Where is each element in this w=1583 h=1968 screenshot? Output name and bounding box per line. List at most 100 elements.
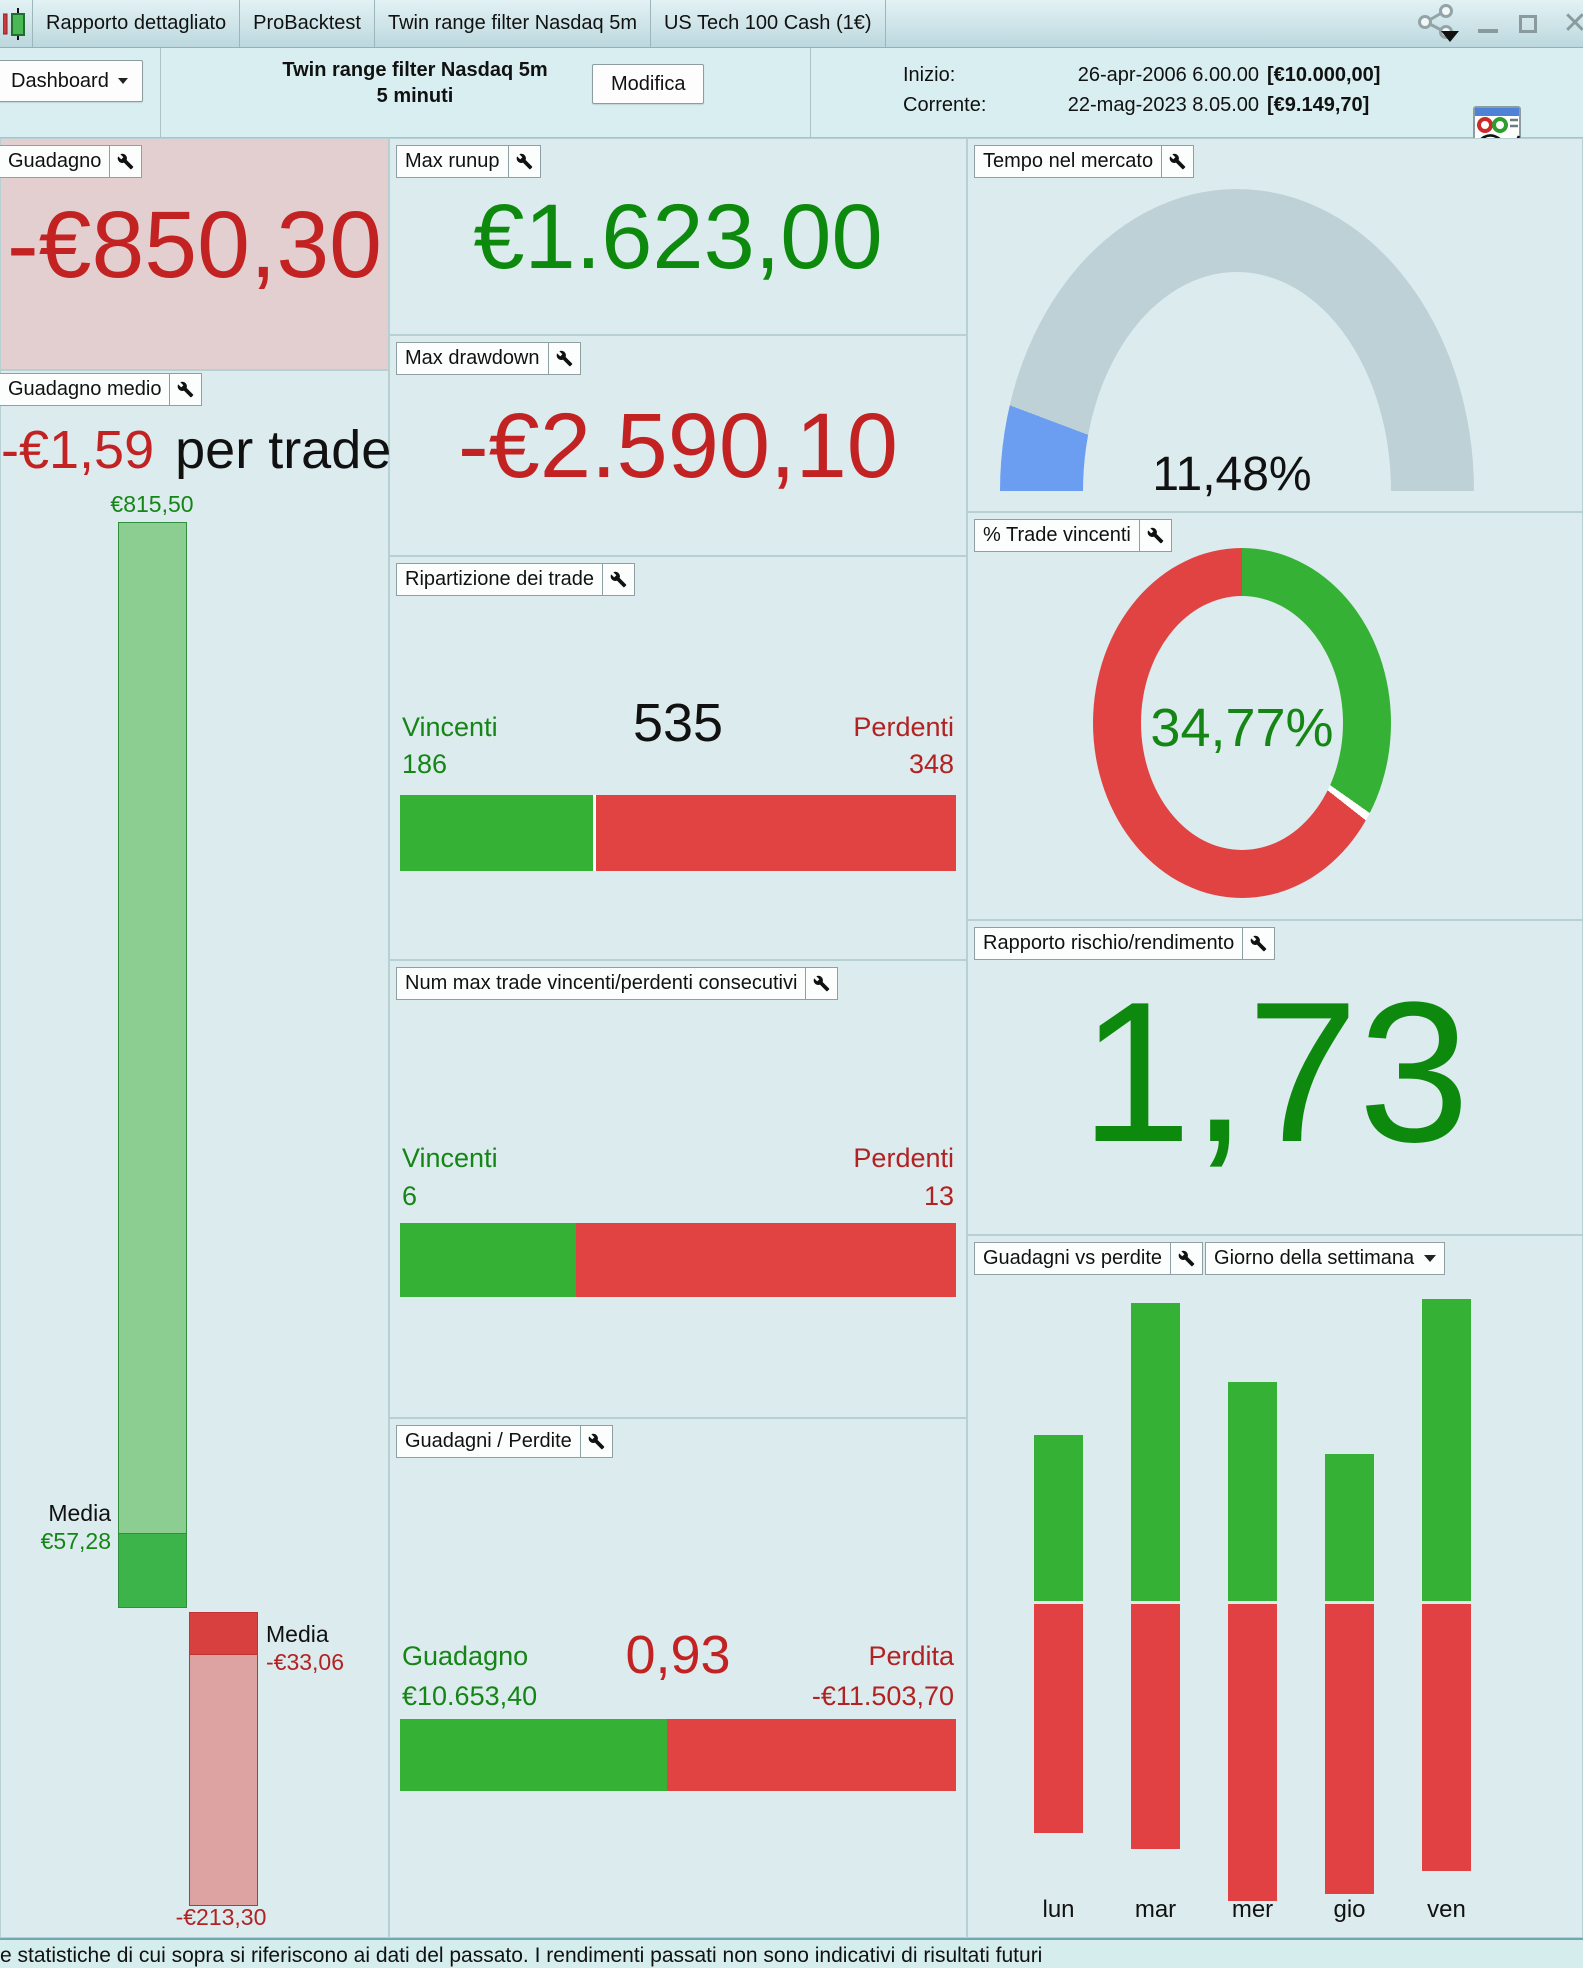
corrente-capital: [€9.149,70] xyxy=(1267,94,1370,116)
wrench-icon[interactable] xyxy=(1170,1243,1202,1274)
weekday-selector-dropdown[interactable]: Giorno della settimana xyxy=(1205,1242,1446,1275)
market-time-value: 11,48% xyxy=(1152,448,1312,501)
titlebar-tab-strategy: Twin range filter Nasdaq 5m xyxy=(375,0,651,47)
mean-gain-caption: Media xyxy=(48,1500,111,1526)
gains-bar-segment xyxy=(400,1719,668,1791)
wrench-icon[interactable] xyxy=(1161,146,1193,177)
disclaimer-bar: e statistiche di cui sopra si riferiscon… xyxy=(0,1938,1583,1968)
dashboard-dropdown-arrow-icon xyxy=(117,78,128,84)
gains-label: Guadagno xyxy=(402,1641,529,1671)
panel-trade-vincenti: % Trade vincenti 34,77% xyxy=(967,512,1583,920)
candlestick-app-icon xyxy=(0,0,33,47)
inizio-datetime: 26-apr-2006 6.00.00 xyxy=(1077,64,1259,86)
toolbar-divider xyxy=(160,48,161,137)
day-gain-bar-ven xyxy=(1422,1299,1471,1601)
mean-loss-caption: Media xyxy=(266,1621,329,1647)
gain-loss-ratio: 0,93 xyxy=(625,1625,731,1685)
max-runup-title-chip: Max runup xyxy=(396,145,541,178)
strategy-title-block: Twin range filter Nasdaq 5m 5 minuti xyxy=(165,57,665,109)
wrench-icon[interactable] xyxy=(579,1426,612,1457)
guadagni-perdite-title-chip: Guadagni / Perdite xyxy=(396,1425,613,1458)
ripartizione-title-chip: Ripartizione dei trade xyxy=(396,563,635,596)
day-label-mer: mer xyxy=(1231,1896,1274,1923)
day-gain-bar-gio xyxy=(1325,1454,1374,1601)
winners-bar-segment xyxy=(400,795,597,871)
dashboard-label: Dashboard xyxy=(11,69,109,92)
winners-bar-segment xyxy=(400,1223,576,1297)
gvp-title-chip: Guadagni vs perdite xyxy=(974,1242,1204,1275)
gains-losses-split-bar xyxy=(400,1719,956,1791)
win-rate-donut xyxy=(1093,548,1391,898)
close-button[interactable]: ✕ xyxy=(1555,7,1583,40)
titlebar-tab-probacktest: ProBacktest xyxy=(240,0,375,47)
share-menu-button[interactable] xyxy=(1417,3,1461,44)
wrench-icon[interactable] xyxy=(109,146,141,177)
average-gain-suffix: per trade xyxy=(175,420,392,480)
disclaimer-text: e statistiche di cui sopra si riferiscon… xyxy=(0,1944,1043,1967)
weekday-gains-losses-chart: lun mar mer gio ven xyxy=(968,1236,1582,1937)
wrench-icon[interactable] xyxy=(805,968,837,999)
max-runup-value: €1.623,00 xyxy=(473,186,883,288)
strategy-timeframe: 5 minuti xyxy=(376,85,454,107)
wrench-icon[interactable] xyxy=(1138,520,1171,551)
panel-title: Guadagno medio xyxy=(8,378,162,400)
session-info: Inizio: 26-apr-2006 6.00.00 [€10.000,00]… xyxy=(903,60,1380,120)
weekday-selector-label: Giorno della settimana xyxy=(1214,1247,1415,1269)
corrente-datetime: 22-mag-2023 8.05.00 xyxy=(1067,94,1259,116)
winners-count: 186 xyxy=(402,749,448,779)
day-gain-bar-lun xyxy=(1034,1435,1083,1601)
panel-title: Guadagni / Perdite xyxy=(405,1430,572,1452)
tempo-mercato-title-chip: Tempo nel mercato xyxy=(974,145,1195,178)
wrench-icon[interactable] xyxy=(602,564,634,595)
losses-total: -€11.503,70 xyxy=(811,1681,954,1711)
wrench-icon[interactable] xyxy=(169,374,201,405)
wrench-icon[interactable] xyxy=(507,146,540,177)
total-trades-count: 535 xyxy=(632,693,724,753)
wrench-icon[interactable] xyxy=(547,343,580,374)
max-drawdown-value: -€2.590,10 xyxy=(458,395,898,497)
strategy-name: Twin range filter Nasdaq 5m xyxy=(282,59,548,81)
day-label-lun: lun xyxy=(1042,1896,1075,1923)
donut-hole xyxy=(1141,596,1343,850)
titlebar-tab-report: Rapporto dettagliato xyxy=(33,0,241,47)
titlebar-spacer xyxy=(886,0,1417,47)
maximize-icon xyxy=(1519,14,1537,33)
dashboard-dropdown-button[interactable]: Dashboard xyxy=(0,60,143,102)
panel-title: Num max trade vincenti/perdenti consecut… xyxy=(405,972,798,994)
wrench-icon[interactable] xyxy=(1242,928,1274,959)
day-loss-bar-mar xyxy=(1131,1604,1180,1849)
panel-max-drawdown: Max drawdown -€2.590,10 xyxy=(389,335,967,556)
losers-count: 13 xyxy=(923,1181,954,1211)
panel-guadagni-perdite: Guadagni / Perdite Guadagno €10.653,40 0… xyxy=(389,1418,967,1938)
losers-count: 348 xyxy=(908,749,954,779)
consecutivi-title-chip: Num max trade vincenti/perdenti consecut… xyxy=(396,967,839,1000)
losers-bar-segment xyxy=(596,795,956,871)
minimize-icon xyxy=(1478,28,1498,33)
total-gain-value: -€850,30 xyxy=(6,192,383,298)
panel-title: Max drawdown xyxy=(405,347,540,369)
guadagno-medio-title-chip: Guadagno medio xyxy=(0,373,203,406)
risk-reward-value: 1,73 xyxy=(1080,961,1470,1184)
maximize-button[interactable] xyxy=(1515,9,1541,39)
close-icon: ✕ xyxy=(1562,7,1583,40)
gains-total: €10.653,40 xyxy=(402,1681,538,1711)
losses-label: Perdita xyxy=(868,1641,954,1671)
modifica-button[interactable]: Modifica xyxy=(592,64,705,104)
max-drawdown-title-chip: Max drawdown xyxy=(396,342,581,375)
panel-title: Ripartizione dei trade xyxy=(405,568,594,590)
losers-label: Perdenti xyxy=(853,712,954,742)
winners-label: Vincenti xyxy=(402,1143,498,1173)
corrente-label: Corrente: xyxy=(903,94,987,116)
titlebar-controls: ✕ xyxy=(1417,0,1583,47)
max-gain-bar xyxy=(118,522,187,1608)
selector-dropdown-arrow-icon xyxy=(1422,1243,1444,1274)
panel-max-runup: Max runup €1.623,00 xyxy=(389,138,967,335)
mean-gain-segment xyxy=(118,1533,187,1608)
panel-title: % Trade vincenti xyxy=(983,524,1131,546)
panel-consecutivi: Num max trade vincenti/perdenti consecut… xyxy=(389,960,967,1418)
win-rate-value: 34,77% xyxy=(1150,698,1334,758)
statistics-report-icon[interactable] xyxy=(1473,106,1523,163)
consecutive-split-bar xyxy=(400,1223,956,1297)
minimize-button[interactable] xyxy=(1475,9,1501,39)
